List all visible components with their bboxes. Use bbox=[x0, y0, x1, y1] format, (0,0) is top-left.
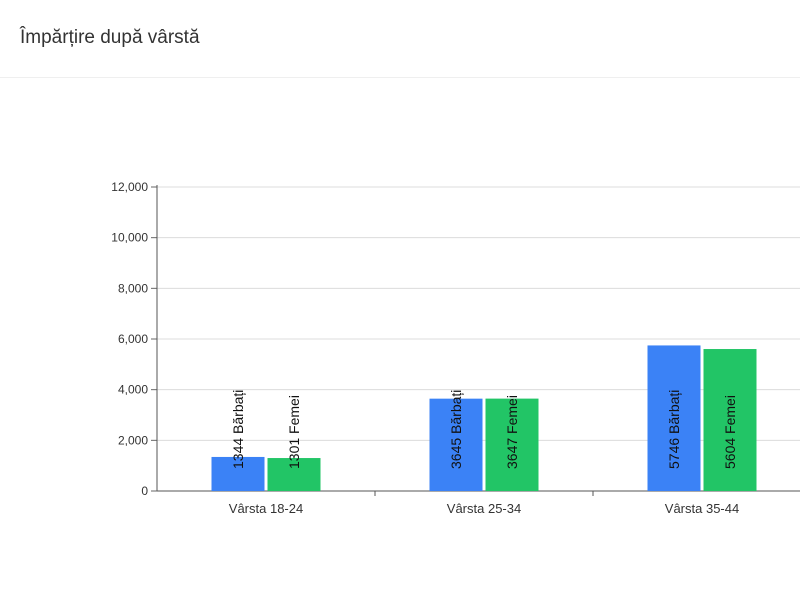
bar-data-label: 3647 Femei bbox=[504, 395, 520, 469]
bar bbox=[429, 398, 483, 491]
age-distribution-chart: 0 2,000 4,000 6,000 8,000 10,000 12,000 Vârsta … bbox=[111, 180, 800, 516]
y-tick-label: 12,000 bbox=[111, 180, 148, 194]
bar-data-label: 1301 Femei bbox=[286, 395, 302, 469]
y-tick-label: 6,000 bbox=[118, 332, 148, 346]
bar bbox=[211, 456, 265, 491]
bar bbox=[703, 349, 757, 491]
y-tick-label: 0 bbox=[141, 484, 148, 498]
bar-data-label: 1344 Bărbați bbox=[230, 390, 246, 469]
bar-data-label: 5746 Bărbați bbox=[666, 390, 682, 469]
y-tick-label: 10,000 bbox=[111, 231, 148, 245]
y-tick-label: 4,000 bbox=[118, 383, 148, 397]
y-tick-label: 2,000 bbox=[118, 433, 148, 447]
bar bbox=[267, 458, 321, 491]
bar bbox=[485, 398, 539, 491]
header: Împărțire după vârstă bbox=[0, 0, 800, 78]
bar-data-label: 5604 Femei bbox=[722, 395, 738, 469]
bar-data-label: 3645 Bărbați bbox=[448, 390, 464, 469]
x-category-label: Vârsta 35-44 bbox=[665, 501, 739, 516]
x-category-label: Vârsta 25-34 bbox=[447, 501, 521, 516]
bar bbox=[647, 345, 701, 491]
y-tick-label: 8,000 bbox=[118, 281, 148, 295]
x-category-label: Vârsta 18-24 bbox=[229, 501, 303, 516]
page-title: Împărțire după vârstă bbox=[20, 27, 200, 48]
chart-panel: 0 2,000 4,000 6,000 8,000 10,000 12,000 Vârsta … bbox=[0, 78, 800, 600]
